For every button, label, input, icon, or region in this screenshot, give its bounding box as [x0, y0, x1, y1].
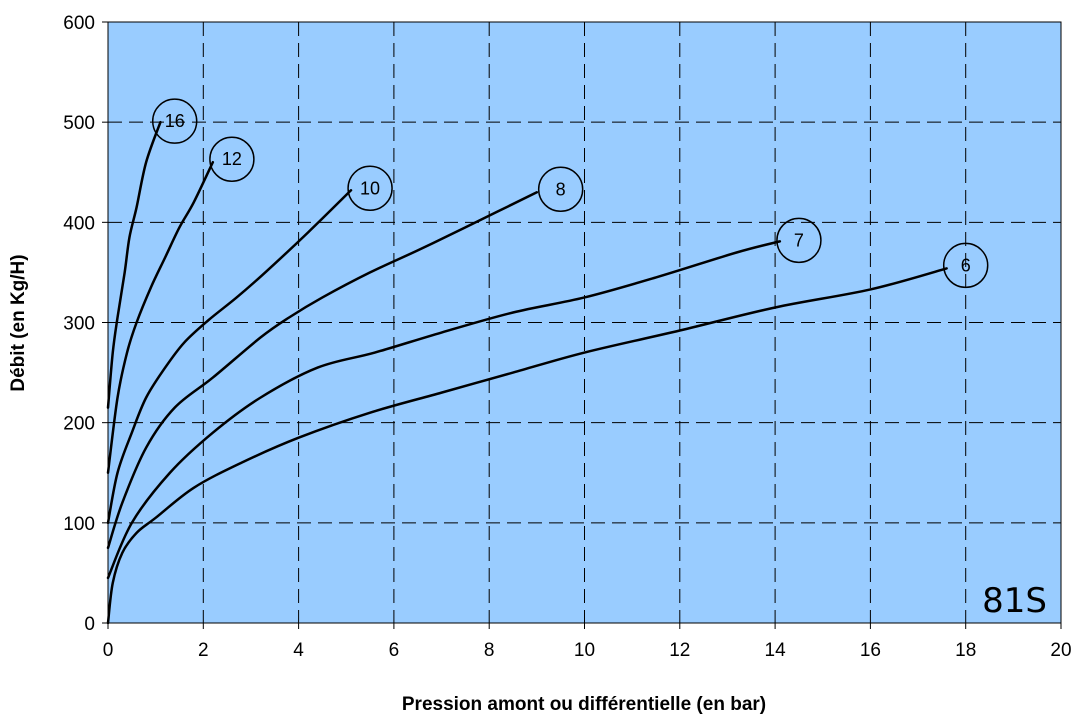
series-label-circle-16 — [151, 98, 198, 144]
x-tick-label: 14 — [765, 640, 787, 661]
series-label-circle-12 — [209, 136, 255, 182]
x-tick-label: 4 — [293, 640, 304, 661]
series-label-6: 6 — [961, 255, 971, 275]
y-tick-label: 0 — [84, 614, 95, 635]
series-line-6 — [106, 267, 948, 625]
y-tick-label: 600 — [63, 13, 95, 34]
x-tick-label: 10 — [574, 640, 595, 661]
series-line-8 — [106, 191, 539, 550]
x-tick-label: 20 — [1050, 640, 1071, 661]
x-tick-label: 18 — [955, 640, 976, 661]
series-label-circle-10 — [347, 165, 393, 212]
series-line-10 — [106, 189, 353, 525]
series-label-7: 7 — [794, 230, 804, 250]
y-tick-label: 400 — [63, 213, 95, 234]
x-tick-label: 8 — [484, 640, 495, 661]
x-tick-label: 16 — [860, 640, 881, 661]
model-label: 81S — [982, 581, 1047, 621]
series-line-7 — [106, 240, 782, 580]
series-group: 16 12 10 8 7 6 — [106, 98, 989, 625]
y-tick-label: 500 — [63, 113, 95, 134]
series-line-16 — [106, 120, 162, 409]
series-label-10: 10 — [360, 178, 380, 198]
x-tick-label: 0 — [103, 640, 114, 661]
y-tick-label: 200 — [63, 414, 95, 435]
x-axis-title: Pression amont ou différentielle (en bar… — [402, 694, 766, 715]
series-label-8: 8 — [556, 179, 566, 199]
series-label-16: 16 — [165, 111, 185, 131]
y-tick-label: 100 — [63, 514, 95, 535]
y-axis-title: Débit (en Kg/H) — [8, 254, 29, 391]
series-label-12: 12 — [222, 149, 242, 169]
y-tick-label: 300 — [63, 314, 95, 335]
grid-lines — [108, 22, 1061, 623]
x-tick-label: 6 — [389, 640, 400, 661]
series-label-circle-8 — [537, 166, 584, 213]
series-label-circle-7 — [776, 217, 822, 264]
x-tick-label: 12 — [669, 640, 690, 661]
series-line-12 — [106, 160, 215, 474]
x-tick-label: 2 — [198, 640, 209, 661]
series-label-circle-6 — [942, 242, 989, 289]
